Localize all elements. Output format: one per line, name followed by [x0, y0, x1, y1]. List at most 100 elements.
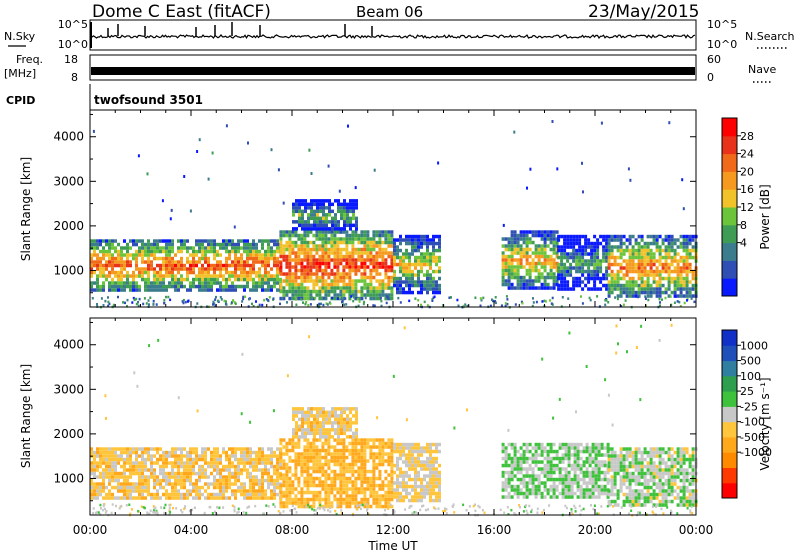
- echo-cell: [351, 230, 355, 234]
- echo-cell: [252, 464, 255, 469]
- echo-cell: [252, 288, 255, 292]
- echo-cell: [327, 476, 331, 481]
- echo-cell: [114, 260, 117, 264]
- echo-cell: [631, 276, 635, 281]
- echo-cell: [102, 496, 105, 500]
- echo-cell: [534, 477, 538, 482]
- echo-cell: [423, 460, 426, 464]
- echo-cell: [581, 273, 585, 277]
- echo-cell: [587, 252, 591, 256]
- echo-cell: [432, 470, 435, 475]
- echo-cell: [405, 453, 408, 457]
- echo-cell: [126, 249, 129, 254]
- echo-cell: [324, 455, 328, 460]
- echo-cell: [180, 263, 183, 268]
- echo-cell: [225, 267, 228, 271]
- echo-cell: [423, 252, 426, 256]
- echo-cell: [285, 254, 289, 259]
- echo-cell: [555, 453, 559, 457]
- echo-cell: [396, 442, 399, 447]
- echo-cell: [429, 255, 432, 260]
- echo-cell: [117, 277, 120, 282]
- echo-cell: [575, 280, 579, 284]
- echo-cell: [144, 461, 147, 465]
- echo-cell: [691, 276, 695, 281]
- echo-cell: [309, 268, 313, 273]
- echo-cell: [522, 474, 526, 478]
- echo-cell: [213, 464, 216, 469]
- echo-cell: [114, 471, 117, 476]
- nave-tick-bottom: 0: [707, 71, 714, 84]
- echo-cell: [563, 262, 567, 267]
- echo-cell: [328, 209, 331, 214]
- echo-cell: [546, 449, 550, 454]
- echo-cell: [108, 302, 111, 306]
- echo-cell: [534, 279, 538, 283]
- echo-cell: [306, 286, 310, 290]
- echo-cell: [381, 261, 385, 266]
- echo-cell: [330, 240, 334, 245]
- echo-cell: [334, 213, 337, 217]
- echo-cell: [96, 246, 99, 250]
- echo-cell: [661, 298, 663, 301]
- echo-cell: [307, 206, 310, 210]
- echo-cell: [153, 471, 156, 476]
- echo-cell: [108, 496, 111, 500]
- echo-cell: [288, 230, 292, 234]
- colorbar-swatch: [722, 207, 737, 226]
- echo-cell: [655, 280, 659, 284]
- echo-cell: [414, 259, 417, 263]
- echo-cell: [255, 300, 257, 303]
- echo-cell: [267, 239, 270, 243]
- echo-cell: [685, 290, 689, 295]
- echo-cell: [318, 258, 322, 262]
- echo-cell: [150, 284, 153, 289]
- echo-cell: [378, 459, 382, 463]
- echo-cell: [652, 238, 656, 242]
- echo-cell: [270, 256, 273, 261]
- echo-cell: [519, 463, 523, 468]
- echo-cell: [159, 274, 162, 278]
- echo-cell: [312, 466, 316, 470]
- echo-cell: [282, 279, 286, 283]
- echo-cell: [369, 483, 373, 488]
- echo-cell: [107, 300, 110, 304]
- echo-cell: [147, 482, 150, 486]
- echo-cell: [204, 496, 207, 500]
- echo-cell: [429, 477, 432, 482]
- echo-cell: [300, 490, 304, 495]
- echo-cell: [504, 456, 508, 461]
- echo-cell: [587, 259, 591, 263]
- echo-cell: [387, 494, 391, 498]
- echo-cell: [189, 450, 192, 455]
- echo-cell: [354, 237, 358, 241]
- echo-cell: [222, 274, 225, 278]
- echo-cell: [634, 290, 638, 295]
- echo-cell: [237, 475, 240, 479]
- echo-cell: [102, 270, 105, 275]
- echo-cell: [210, 242, 213, 247]
- echo-cell: [381, 230, 385, 234]
- echo-cell: [340, 227, 343, 231]
- echo-cell: [354, 445, 358, 449]
- echo-cell: [378, 286, 382, 290]
- echo-cell: [351, 265, 355, 269]
- echo-cell: [297, 483, 301, 488]
- echo-cell: [607, 301, 610, 304]
- echo-cell: [330, 504, 334, 509]
- echo-cell: [312, 272, 316, 276]
- echo-cell: [372, 480, 376, 484]
- echo-cell: [522, 247, 526, 252]
- echo-cell: [363, 279, 367, 283]
- echo-cell: [159, 284, 162, 289]
- echo-cell: [643, 287, 647, 291]
- echo-cell: [411, 280, 414, 284]
- echo-cell: [625, 238, 629, 242]
- echo-cell: [339, 272, 343, 276]
- echo-cell: [408, 287, 411, 291]
- echo-cell: [378, 237, 382, 241]
- echo-cell: [634, 252, 638, 256]
- echo-cell: [537, 467, 541, 471]
- echo-cell: [285, 244, 289, 248]
- echo-cell: [312, 279, 316, 283]
